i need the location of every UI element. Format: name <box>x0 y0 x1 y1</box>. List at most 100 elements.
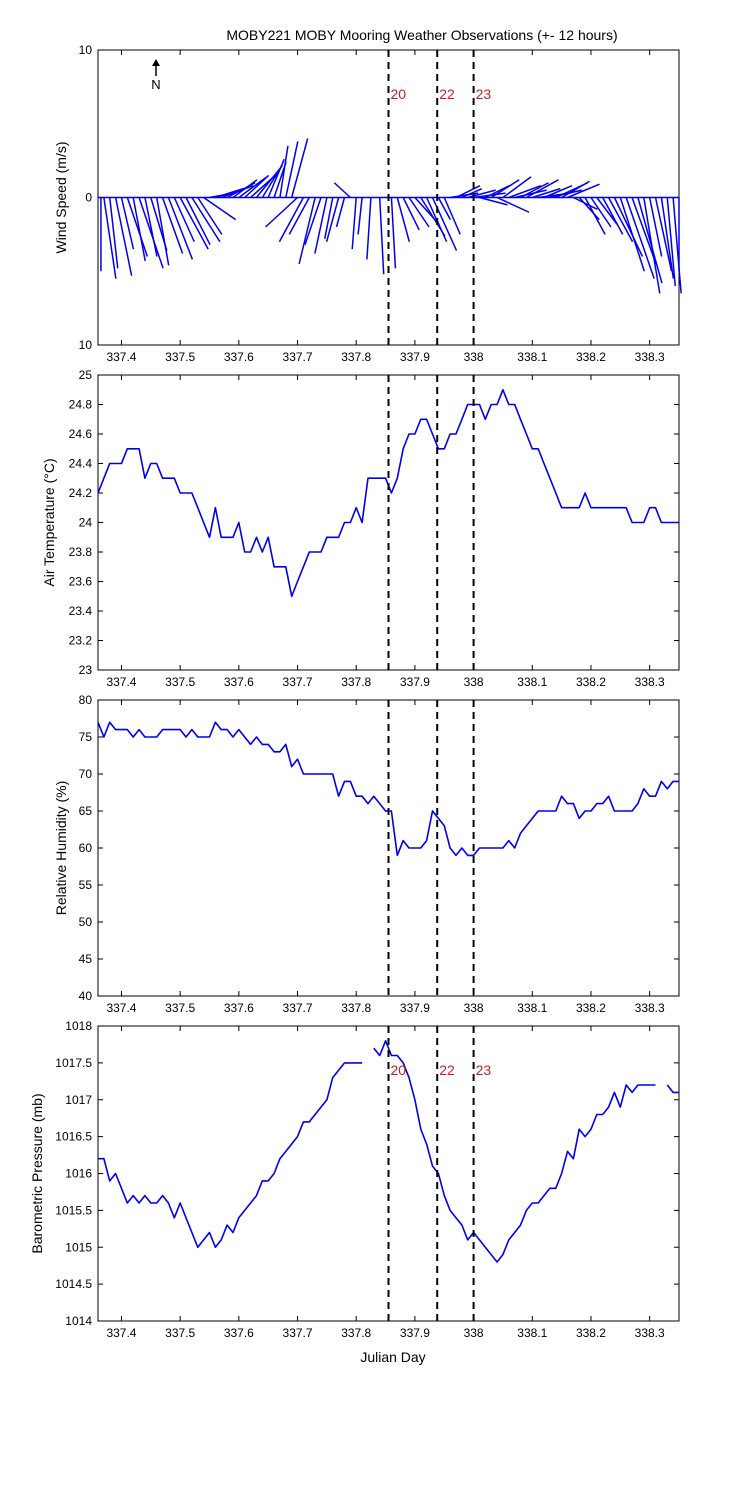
x-tick-label: 337.9 <box>400 350 430 364</box>
y-tick-label: 65 <box>79 804 93 818</box>
wind-vector <box>132 197 146 262</box>
y-tick-label: 45 <box>79 952 93 966</box>
y-tick-label: 1018 <box>65 1019 92 1033</box>
wind-vector <box>108 197 119 269</box>
wind-vector <box>408 197 430 228</box>
x-tick-label: 338.3 <box>635 1001 665 1015</box>
event-label: 20 <box>391 86 407 102</box>
x-tick-label: 338.1 <box>517 1326 547 1340</box>
y-tick-label: 23.4 <box>69 604 93 618</box>
y-tick-label: 10 <box>79 338 93 352</box>
wind-vector <box>333 182 351 199</box>
wind-vector <box>314 197 328 254</box>
y-tick-label: 1015 <box>65 1240 92 1254</box>
x-tick-label: 338.3 <box>635 1326 665 1340</box>
wind-vector <box>288 197 310 235</box>
y-tick-label: 25 <box>79 368 93 382</box>
wind-vector <box>666 197 677 287</box>
wind-vector <box>672 197 682 294</box>
north-label: N <box>151 77 160 92</box>
x-tick-label: 338 <box>464 1326 484 1340</box>
event-label: 23 <box>476 86 492 102</box>
x-tick-label: 338 <box>464 350 484 364</box>
wind-vector <box>203 196 237 221</box>
y-tick-label: 75 <box>79 730 93 744</box>
x-tick-label: 338.2 <box>576 675 606 689</box>
y-tick-label: 70 <box>79 767 93 781</box>
x-tick-label: 337.7 <box>283 675 313 689</box>
x-tick-label: 337.8 <box>341 1326 371 1340</box>
x-tick-label: 337.9 <box>400 675 430 689</box>
y-tick-label: 23 <box>79 663 93 677</box>
wind-vector <box>549 189 583 199</box>
event-label: 20 <box>391 1062 407 1078</box>
y-tick-label: 0 <box>85 191 92 205</box>
x-tick-label: 337.4 <box>106 675 136 689</box>
x-tick-label: 338.1 <box>517 350 547 364</box>
wind-vector <box>602 197 624 235</box>
wind-vector <box>443 197 461 235</box>
x-tick-label: 338.1 <box>517 1001 547 1015</box>
wind-vector <box>431 197 458 251</box>
wind-vector <box>173 197 195 243</box>
wind-vector <box>144 197 158 257</box>
wind-vector <box>304 197 322 245</box>
x-tick-label: 338 <box>464 1001 484 1015</box>
x-tick-label: 338 <box>464 675 484 689</box>
wind-vector <box>138 197 164 269</box>
wind-vector <box>335 197 346 228</box>
x-tick-label: 338.3 <box>635 350 665 364</box>
wind-vector <box>351 197 357 250</box>
x-tick-label: 337.8 <box>341 1001 371 1015</box>
x-tick-label: 338.2 <box>576 1326 606 1340</box>
y-tick-label: 24.4 <box>69 457 93 471</box>
series-line <box>97 388 679 598</box>
wind-vector <box>390 197 397 269</box>
wind-vector <box>114 197 133 276</box>
wind-vector <box>437 197 452 220</box>
wind-vector <box>654 197 673 272</box>
y-axis-label: Air Temperature (°C) <box>41 458 57 586</box>
x-tick-label: 337.5 <box>165 1001 195 1015</box>
y-axis-label: Barometric Pressure (mb) <box>29 1093 45 1253</box>
barometric-pressure-panel: 337.4 337.5 337.6 337.7 337.8 337.9 338 338.1 33… <box>29 1019 680 1340</box>
wind-vector <box>596 197 618 225</box>
x-tick-label: 338.2 <box>576 350 606 364</box>
wind-vector <box>290 138 309 198</box>
wind-vector <box>455 185 481 199</box>
wind-vector <box>502 176 532 199</box>
x-tick-label: 337.7 <box>283 1001 313 1015</box>
wind-vector <box>155 197 170 266</box>
x-tick-label: 337.4 <box>106 1326 136 1340</box>
wind-vector <box>366 197 372 260</box>
y-tick-label: 1014 <box>65 1314 92 1328</box>
y-tick-label: 40 <box>79 989 93 1003</box>
wind-vector <box>285 141 299 198</box>
x-tick-label: 337.5 <box>165 1326 195 1340</box>
series-line <box>98 1062 363 1249</box>
y-tick-label: 23.8 <box>69 545 93 559</box>
wind-vector <box>526 179 559 199</box>
wind-vector <box>278 197 305 243</box>
wind-vector <box>625 197 655 279</box>
y-tick-label: 1016.5 <box>55 1130 92 1144</box>
wind-vector <box>167 197 194 260</box>
wind-vector <box>197 197 223 235</box>
wind-vector <box>357 197 363 235</box>
wind-vector <box>215 187 244 199</box>
event-label: 23 <box>476 1062 492 1078</box>
series-line <box>666 1084 679 1094</box>
wind-vector <box>590 197 612 228</box>
wind-vector <box>607 197 634 243</box>
event-label: 22 <box>439 1062 455 1078</box>
relative-humidity-panel: 337.4 337.5 337.6 337.7 337.8 337.9 338 338.1 33… <box>53 693 680 1015</box>
y-axis-label: Relative Humidity (%) <box>53 781 69 916</box>
wind-vector <box>637 197 663 284</box>
x-tick-label: 337.4 <box>106 350 136 364</box>
y-tick-label: 1017 <box>65 1093 92 1107</box>
wind-vector <box>532 187 561 199</box>
wind-vector <box>485 185 510 199</box>
wind-vector <box>396 197 411 242</box>
wind-vector <box>179 197 209 250</box>
